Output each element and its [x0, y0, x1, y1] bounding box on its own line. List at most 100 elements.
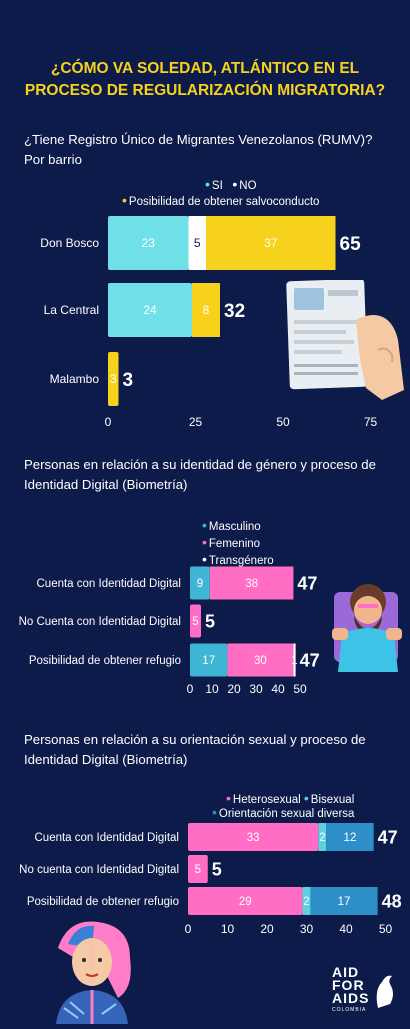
total-label: 32: [224, 301, 245, 322]
category-label: No Cuenta con Identidad Digital: [19, 616, 181, 628]
total-label: 47: [297, 573, 317, 593]
x-tick-label: 25: [189, 415, 203, 429]
category-label: Malambo: [50, 372, 100, 386]
x-tick-label: 10: [221, 922, 235, 936]
bar-segment: [192, 283, 220, 337]
x-tick-label: 20: [260, 922, 274, 936]
chart2-svg: Cuenta con Identidad Digital 9 38 47 No Cuen…: [19, 566, 320, 696]
bar-segment: [227, 643, 294, 677]
bird-logo-icon: [376, 975, 393, 1008]
bar-segment: [108, 352, 119, 406]
x-tick-label: 20: [227, 682, 241, 696]
bar-segment: [190, 643, 228, 677]
chart3-svg: Cuenta con Identidad Digital 33 2 12 47 No cu…: [19, 823, 402, 936]
bar-segment: [326, 823, 374, 851]
bar-value-label: 12: [344, 832, 357, 844]
logo-line-1: AID: [332, 964, 360, 980]
bar-value-label: 24: [143, 303, 157, 317]
total-label: 5: [212, 859, 222, 879]
bar-value-label: 37: [264, 236, 278, 250]
bar-segment: [206, 216, 336, 270]
legend-dot-posibilidad: •: [122, 192, 127, 208]
chart1-subtitle: Por barrio: [24, 152, 82, 167]
chart1-title-block: ¿Tiene Registro Único de Migrantes Venez…: [24, 130, 394, 170]
person-illustration-bottom: [48, 918, 138, 1029]
category-label: La Central: [44, 303, 99, 317]
legend-item-femenino: • Femenino: [202, 534, 261, 551]
total-label: 47: [300, 650, 320, 670]
total-label: 48: [382, 891, 402, 911]
category-label: No cuenta con Identidad Digital: [19, 864, 179, 876]
x-tick-label: 50: [379, 922, 393, 936]
bar-value-label: 2: [319, 832, 325, 844]
legend-dot-diversa: •: [212, 804, 217, 820]
chart1-svg: Don Bosco 23 5 37 65 La Central 24 8 32 Malambo 3 3…: [40, 216, 378, 429]
x-tick-label: 40: [271, 682, 285, 696]
bar-segment: [293, 643, 296, 677]
two-faced-person-icon: [56, 921, 131, 1024]
bar-segment: [302, 887, 311, 915]
x-tick-label: 30: [249, 682, 263, 696]
person-illustration: [328, 572, 408, 677]
category-label: Cuenta con Identidad Digital: [37, 578, 182, 590]
legend-label-si: SI: [211, 180, 223, 192]
x-tick-label: 40: [339, 922, 353, 936]
bar-segment: [108, 283, 192, 337]
passport-hand-icon: [286, 278, 404, 400]
legend-dot-no: •: [232, 176, 238, 192]
legend-dot-heterosexual: •: [226, 790, 231, 806]
legend-item-transgenero: • Transgénero: [202, 551, 274, 568]
chart1-legend-row1: • SI • NO: [205, 176, 257, 192]
chart2-legend: • Masculino • Femenino • Transgénero: [202, 518, 274, 569]
legend-item-masculino: • Masculino: [202, 517, 261, 534]
bar-value-label: 1: [291, 655, 297, 667]
bar-value-label: 30: [254, 655, 267, 667]
legend-label-bisexual: Bisexual: [310, 794, 355, 806]
chart3-legend-row1: • Heterosexual • Bisexual: [226, 790, 354, 806]
legend-dot-bisexual: •: [303, 790, 309, 806]
main-title-line-2: PROCESO DE REGULARIZACIÓN MIGRATORIA?: [24, 82, 386, 99]
total-label: 65: [340, 234, 362, 255]
logo-line-4: COLOMBIA: [332, 1007, 367, 1013]
chart3-legend-row2: • Orientación sexual diversa: [212, 804, 354, 820]
bar-value-label: 9: [197, 578, 203, 590]
main-title: ¿CÓMO VA SOLEDAD, ATLÁNTICO EN EL PROCES…: [0, 58, 410, 102]
bar-segment: [108, 216, 189, 270]
bar-value-label: 3: [110, 372, 117, 386]
category-label: Posibilidad de obtener refugio: [29, 655, 181, 667]
bar-value-label: 17: [338, 896, 351, 908]
passport-illustration: [282, 278, 410, 425]
x-tick-label: 50: [276, 415, 290, 429]
legend-dot-si: •: [205, 176, 210, 192]
total-label: 47: [378, 827, 398, 847]
bar-value-label: 38: [245, 578, 258, 590]
x-tick-label: 0: [185, 922, 192, 936]
bar-value-label: 2: [303, 896, 309, 908]
chart1-legend-row2: • Posibilidad de obtener salvoconducto: [122, 192, 319, 208]
legend-label-diversa: Orientación sexual diversa: [218, 808, 355, 820]
x-tick-label: 0: [105, 415, 112, 429]
chart1-title: ¿Tiene Registro Único de Migrantes Venez…: [24, 132, 373, 147]
legend-label-posibilidad: Posibilidad de obtener salvoconducto: [128, 196, 320, 208]
bar-segment: [188, 887, 303, 915]
category-label: Cuenta con Identidad Digital: [35, 832, 180, 844]
bar-segment: [318, 823, 327, 851]
bar-segment: [188, 216, 206, 270]
bar-value-label: 5: [192, 616, 198, 628]
x-tick-label: 50: [293, 682, 307, 696]
bar-value-label: 5: [195, 864, 201, 876]
chart3-title: Personas en relación a su orientación se…: [24, 732, 366, 767]
x-tick-label: 30: [300, 922, 314, 936]
person-with-beard-icon: [332, 584, 402, 672]
bar-segment: [190, 604, 201, 638]
bar-segment: [310, 887, 378, 915]
bar-value-label: 29: [239, 896, 252, 908]
x-tick-label: 10: [205, 682, 219, 696]
category-label: Don Bosco: [40, 236, 99, 250]
bar-value-label: 8: [203, 303, 210, 317]
bar-value-label: 33: [247, 832, 260, 844]
chart2-title: Personas en relación a su identidad de g…: [24, 457, 376, 492]
category-label: Posibilidad de obtener refugio: [27, 896, 179, 908]
logo-line-3: AIDS: [332, 990, 370, 1006]
x-tick-label: 75: [364, 415, 378, 429]
